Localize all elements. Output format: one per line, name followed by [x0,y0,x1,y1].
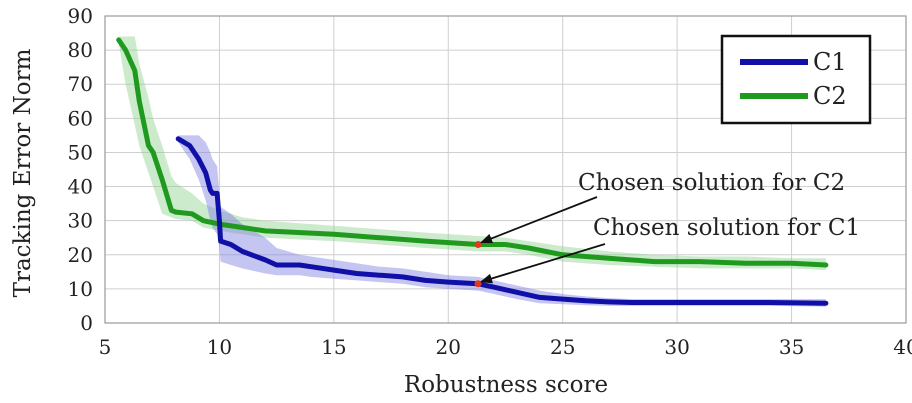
series-line-c1 [175,136,829,306]
x-tick-label: 25 [550,335,575,359]
x-tick-label: 20 [436,335,461,359]
y-tick-label: 20 [68,243,93,267]
x-tick-label: 35 [779,335,804,359]
y-tick-label: 50 [68,140,93,164]
tick-labels: 5 10 15 20 25 30 35 40 0 10 20 30 40 50 60 70 80 90 [68,4,912,359]
annotation-arrow-c1 [480,243,606,284]
y-tick-label: 10 [68,277,93,301]
chosen-markers [474,241,482,288]
x-tick-label: 40 [893,335,912,359]
annotation-c1: Chosen solution for C1 [593,215,860,241]
y-tick-label: 80 [68,38,93,62]
plot-frame [104,15,907,324]
legend-box [720,34,872,125]
plot-border [104,15,907,324]
annotation-arrow-c2 [480,196,598,244]
y-tick-label: 90 [68,4,93,28]
legend-label-c1: C1 [813,48,847,76]
y-tick-label: 60 [68,106,93,130]
x-tick-label: 15 [321,335,346,359]
y-tick-label: 40 [68,175,93,199]
confidence-bands [118,36,826,307]
chosen-point-c2 [474,241,482,249]
y-tick-label: 70 [68,72,93,96]
y-axis-label: Tracking Error Norm [10,48,36,297]
annotations: Chosen solution for C2 Chosen solution f… [480,170,860,284]
legend: C1 C2 [720,34,872,125]
y-tick-label: 30 [68,209,93,233]
chosen-point-c1 [474,280,482,288]
series-lines [116,37,829,306]
y-tick-label: 0 [80,311,93,335]
annotation-c2: Chosen solution for C2 [578,170,845,196]
x-axis-label: Robustness score [404,372,608,398]
x-tick-label: 30 [664,335,689,359]
legend-label-c2: C2 [813,82,847,110]
x-tick-label: 5 [99,335,112,359]
x-tick-label: 10 [207,335,232,359]
band-c1 [178,135,826,307]
series-line-c2 [116,37,829,268]
